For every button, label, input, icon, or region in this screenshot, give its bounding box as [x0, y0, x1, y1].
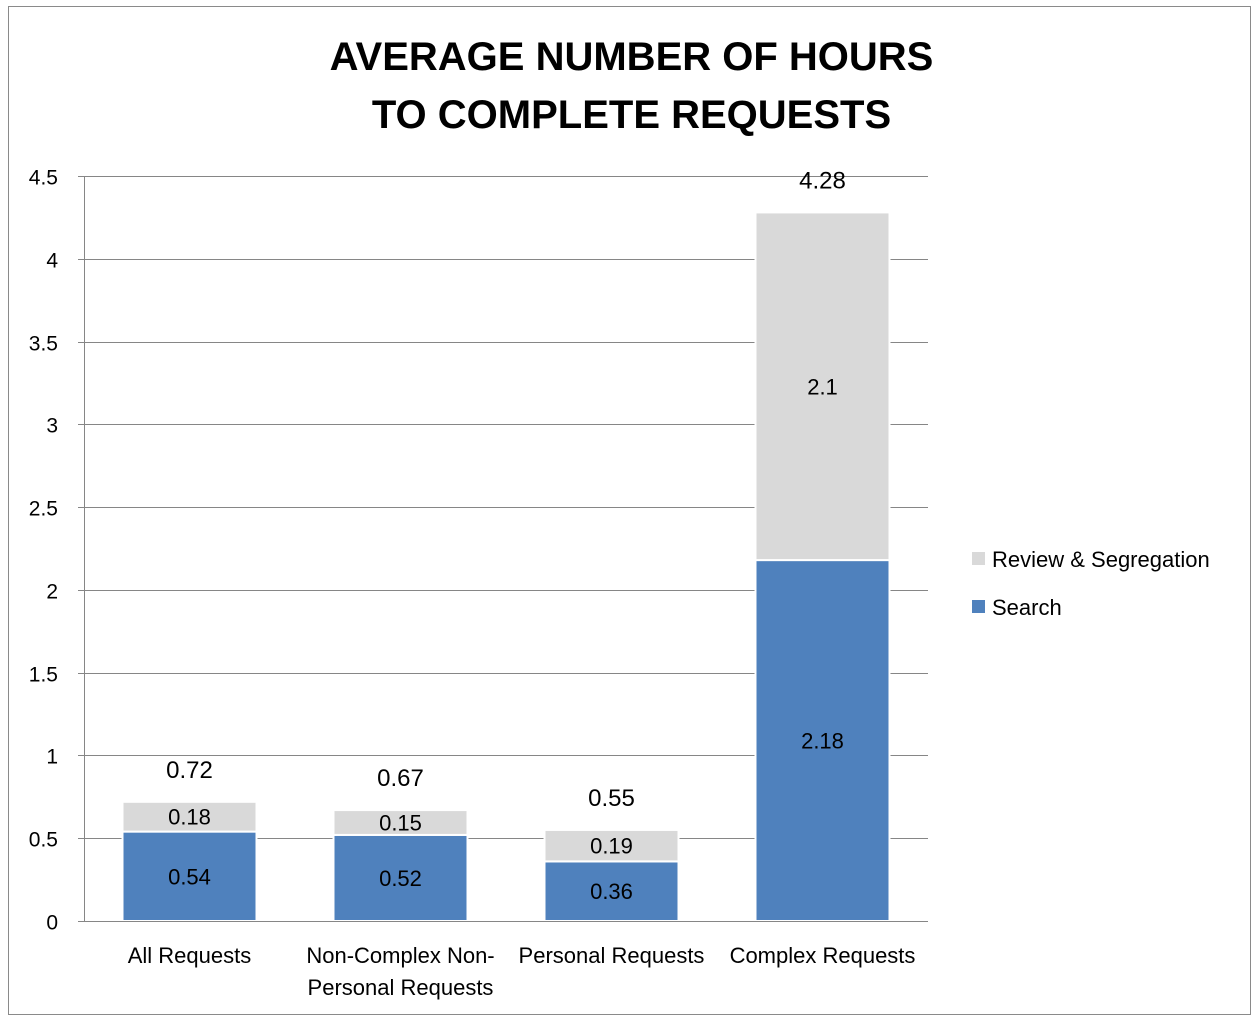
x-category-label: Personal Requests: [308, 975, 494, 1000]
total-value-label: 0.67: [377, 765, 424, 792]
chart-title-line-1: AVERAGE NUMBER OF HOURS: [329, 35, 934, 79]
axes: 0 0.5 1 1.5 2 2.5 3 3.5 4 4.5 All Requests Non-Comp…: [29, 167, 928, 1000]
segment-value-label: 0.52: [379, 866, 422, 891]
y-tick-label: 3.5: [29, 333, 58, 356]
chart-title-line-2: TO COMPLETE REQUESTS: [371, 93, 892, 137]
segment-value-label: 2.18: [801, 729, 844, 754]
x-category-label: Complex Requests: [730, 943, 916, 968]
total-value-label: 0.55: [588, 785, 635, 812]
legend-label: Review & Segregation: [992, 547, 1210, 572]
bars: [121, 211, 891, 923]
y-tick-label: 4.5: [29, 167, 58, 190]
legend-swatch: [972, 600, 985, 613]
y-tick-label: 2: [46, 581, 58, 604]
total-value-label: 0.72: [166, 757, 213, 784]
y-tick-label: 2.5: [29, 498, 58, 521]
legend: Review & Segregation Search: [972, 547, 1210, 620]
bar-segment: [543, 828, 680, 863]
segment-value-label: 0.36: [590, 879, 633, 904]
bar-segment: [121, 800, 258, 833]
legend-swatch: [972, 552, 985, 565]
y-tick-label: 4: [46, 250, 58, 273]
y-tick-label: 1: [46, 746, 58, 769]
y-tick-label: 1.5: [29, 664, 58, 687]
y-tick-label: 0.5: [29, 829, 58, 852]
segment-value-label: 2.1: [807, 374, 838, 399]
segment-value-label: 0.18: [168, 805, 211, 830]
bar-segment: [754, 211, 891, 562]
bar-segment: [332, 833, 469, 923]
segment-value-label: 0.19: [590, 834, 633, 859]
segment-value-label: 0.54: [168, 864, 211, 889]
bar-segment: [332, 809, 469, 836]
legend-label: Search: [992, 595, 1062, 620]
x-category-label: Non-Complex Non-: [306, 943, 494, 968]
y-tick-label: 3: [46, 415, 58, 438]
total-value-label: 4.28: [799, 167, 846, 194]
y-tick-label: 0: [46, 912, 58, 935]
segment-value-label: 0.15: [379, 810, 422, 835]
data-labels: 0.54 0.18 0.72 0.52 0.15 0.67 0.36 0.19 0.55 2.18…: [166, 167, 846, 904]
x-category-label: All Requests: [128, 943, 252, 968]
bar-segment: [543, 860, 680, 923]
x-category-label: Personal Requests: [519, 943, 705, 968]
chart-title: AVERAGE NUMBER OF HOURS TO COMPLETE REQU…: [0, 28, 1255, 144]
